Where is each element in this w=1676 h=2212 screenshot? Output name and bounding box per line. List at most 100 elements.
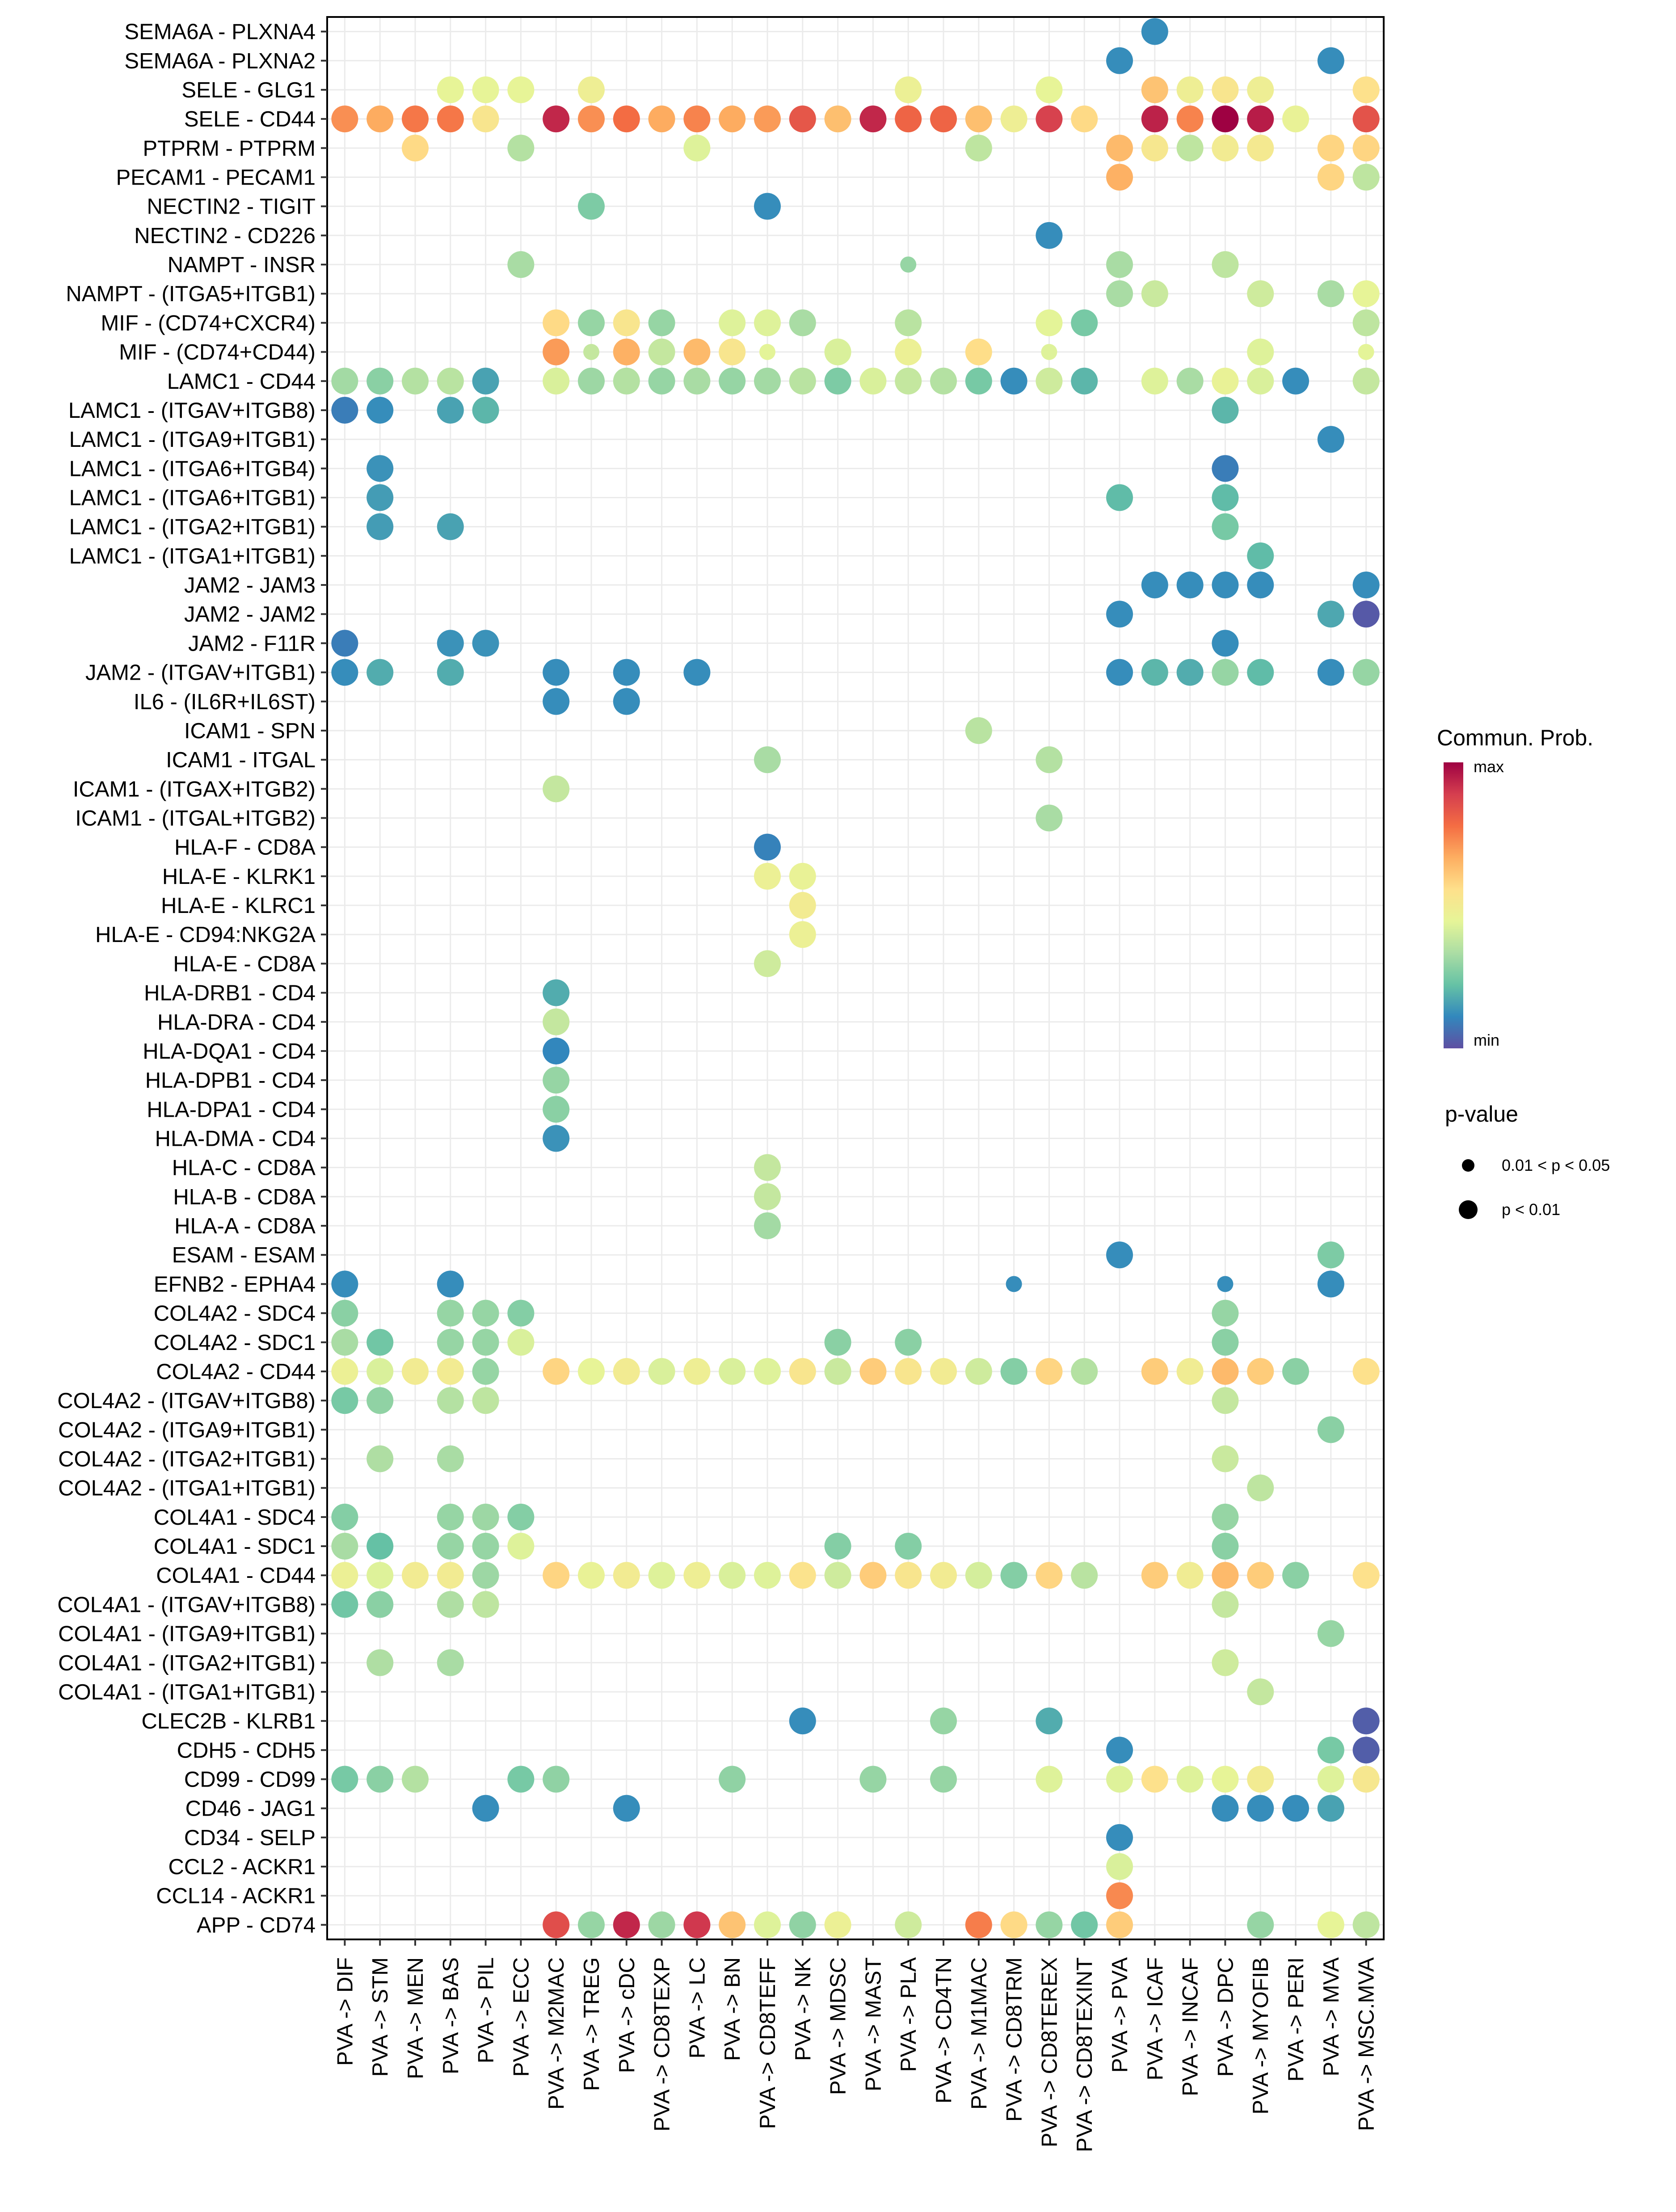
data-point bbox=[683, 105, 711, 133]
y-tick-label: CCL14 - ACKR1 bbox=[156, 1884, 316, 1908]
data-point bbox=[1176, 1766, 1204, 1793]
data-point bbox=[824, 105, 851, 133]
data-point bbox=[754, 1183, 781, 1210]
data-point bbox=[1282, 1795, 1309, 1822]
data-point bbox=[331, 396, 358, 424]
data-point bbox=[583, 344, 599, 360]
y-tick-label: CCL2 - ACKR1 bbox=[168, 1855, 316, 1879]
data-point bbox=[895, 367, 922, 395]
data-point bbox=[578, 193, 605, 220]
data-point bbox=[1071, 367, 1098, 395]
data-point bbox=[1212, 630, 1239, 657]
y-tick-label: APP - CD74 bbox=[197, 1913, 316, 1937]
data-point bbox=[402, 135, 429, 162]
data-point bbox=[895, 1358, 922, 1385]
data-point bbox=[578, 76, 605, 103]
data-point bbox=[759, 344, 775, 360]
data-point bbox=[1176, 135, 1204, 162]
x-tick-label: PVA -> ECC bbox=[509, 1957, 533, 2077]
data-point bbox=[366, 659, 394, 686]
data-point bbox=[1212, 484, 1239, 511]
x-tick-label: PVA -> ICAF bbox=[1143, 1957, 1167, 2080]
data-point bbox=[1036, 76, 1063, 103]
data-point bbox=[965, 717, 992, 744]
data-point bbox=[648, 105, 675, 133]
data-point bbox=[472, 1299, 499, 1327]
data-point bbox=[472, 396, 499, 424]
data-point bbox=[1141, 659, 1168, 686]
data-point bbox=[437, 1299, 464, 1327]
data-point bbox=[930, 1562, 957, 1589]
y-tick-label: LAMC1 - (ITGA6+ITGB1) bbox=[69, 486, 316, 510]
data-point bbox=[965, 135, 992, 162]
data-point bbox=[1106, 601, 1133, 628]
data-point bbox=[719, 1911, 746, 1939]
y-tick-label: SEMA6A - PLXNA4 bbox=[124, 20, 316, 44]
y-tick-label: NECTIN2 - CD226 bbox=[134, 224, 316, 248]
data-point bbox=[507, 1329, 535, 1356]
data-point bbox=[437, 659, 464, 686]
data-point bbox=[1036, 1766, 1063, 1793]
data-point bbox=[578, 1911, 605, 1939]
data-point bbox=[402, 367, 429, 395]
y-tick-label: MIF - (CD74+CXCR4) bbox=[101, 311, 316, 335]
data-point bbox=[472, 1591, 499, 1618]
data-point bbox=[1247, 280, 1274, 307]
x-tick-label: PVA -> PIL bbox=[474, 1957, 498, 2063]
data-point bbox=[331, 630, 358, 657]
data-point bbox=[507, 1299, 535, 1327]
data-point bbox=[543, 1911, 570, 1939]
data-point bbox=[507, 1766, 535, 1793]
data-point bbox=[1358, 344, 1374, 360]
data-point bbox=[683, 1358, 711, 1385]
data-point bbox=[1212, 1329, 1239, 1356]
data-point bbox=[1000, 1911, 1027, 1939]
data-point bbox=[930, 1707, 957, 1735]
data-point bbox=[1317, 1795, 1344, 1822]
y-tick-label: COL4A1 - (ITGAV+ITGB8) bbox=[57, 1593, 316, 1617]
data-point bbox=[331, 659, 358, 686]
data-point bbox=[543, 659, 570, 686]
y-tick-label: EFNB2 - EPHA4 bbox=[154, 1272, 316, 1296]
data-point bbox=[1106, 1241, 1133, 1269]
data-point bbox=[648, 309, 675, 336]
data-point bbox=[613, 367, 640, 395]
data-point bbox=[472, 1503, 499, 1531]
data-point bbox=[1106, 280, 1133, 307]
data-point bbox=[1247, 105, 1274, 133]
data-point bbox=[437, 396, 464, 424]
data-point bbox=[754, 309, 781, 336]
data-point bbox=[895, 1533, 922, 1560]
data-point bbox=[543, 338, 570, 366]
data-point bbox=[613, 1911, 640, 1939]
data-point bbox=[895, 105, 922, 133]
data-point bbox=[1317, 164, 1344, 191]
color-legend-min-label: min bbox=[1474, 1031, 1499, 1049]
data-point bbox=[366, 396, 394, 424]
size-legend-small-dot bbox=[1462, 1159, 1474, 1172]
y-tick-label: PECAM1 - PECAM1 bbox=[116, 166, 316, 190]
y-tick-label: HLA-A - CD8A bbox=[174, 1214, 316, 1238]
data-point bbox=[507, 76, 535, 103]
data-point bbox=[402, 1358, 429, 1385]
data-point bbox=[1352, 1737, 1380, 1764]
data-point bbox=[1352, 280, 1380, 307]
data-point bbox=[895, 309, 922, 336]
data-point bbox=[789, 1358, 816, 1385]
y-tick-label: JAM2 - (ITGAV+ITGB1) bbox=[85, 661, 316, 685]
y-tick-label: HLA-DPA1 - CD4 bbox=[147, 1098, 316, 1122]
y-tick-label: JAM2 - JAM3 bbox=[184, 573, 316, 597]
data-point bbox=[1317, 1911, 1344, 1939]
data-point bbox=[1352, 1766, 1380, 1793]
data-point bbox=[754, 746, 781, 774]
data-point bbox=[472, 1358, 499, 1385]
data-point bbox=[1352, 135, 1380, 162]
data-point bbox=[1141, 1358, 1168, 1385]
color-legend-bar bbox=[1444, 762, 1463, 1048]
color-legend-max-label: max bbox=[1474, 757, 1504, 776]
data-point bbox=[789, 892, 816, 919]
data-point bbox=[1212, 455, 1239, 482]
data-point bbox=[331, 105, 358, 133]
x-tick-label: PVA -> LC bbox=[685, 1957, 709, 2059]
data-point bbox=[366, 1358, 394, 1385]
